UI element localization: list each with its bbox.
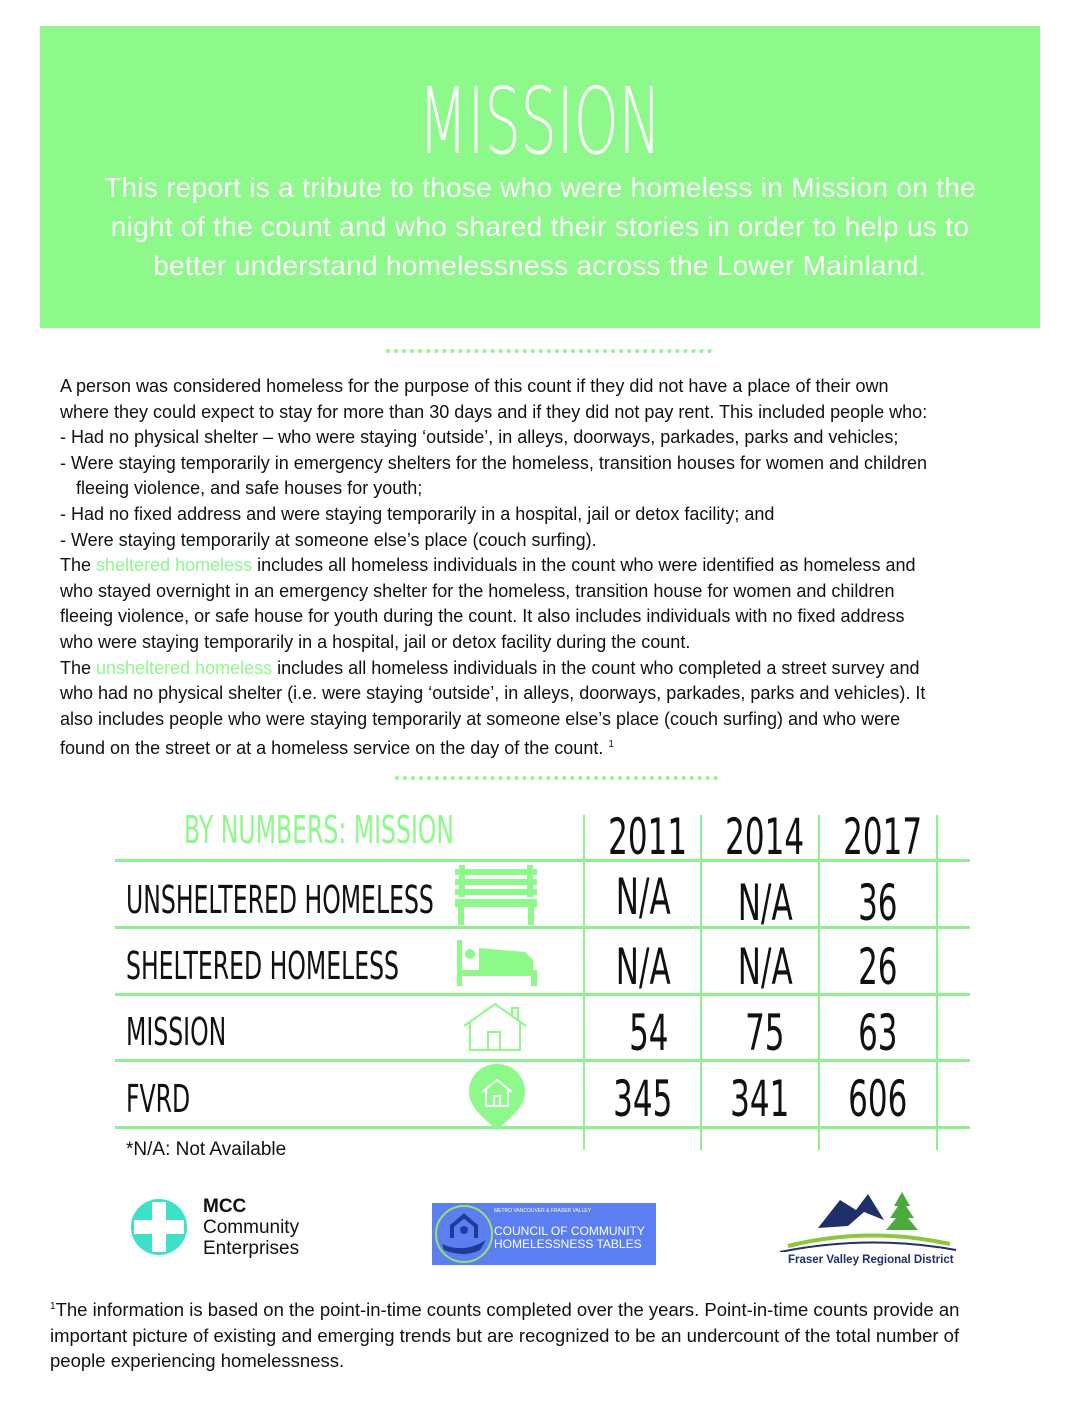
table-row-label: SHELTERED HOMELESS: [126, 944, 400, 988]
table-cell: 26: [858, 938, 898, 996]
council-hands-icon: [435, 1205, 493, 1263]
sheltered-term: sheltered homeless: [96, 555, 253, 576]
table-cell: N/A: [737, 938, 793, 996]
table-title: BY NUMBERS: MISSION: [184, 808, 455, 852]
table-cell: N/A: [615, 868, 671, 926]
fvrd-logo: Fraser Valley Regional District: [778, 1190, 958, 1270]
council-logo: METRO VANCOUVER & FRASER VALLEY COUNCIL …: [432, 1203, 656, 1265]
sheltered-definition: The sheltered homeless includes all home…: [60, 555, 916, 576]
table-row-label: FVRD: [126, 1077, 191, 1121]
table-row-label: MISSION: [126, 1010, 227, 1054]
bench-icon: [455, 865, 537, 925]
year-header: 2014: [725, 808, 805, 866]
dotted-divider: [386, 349, 712, 353]
table-cell: 63: [858, 1004, 898, 1062]
table-cell: 75: [745, 1004, 785, 1062]
year-header: 2011: [608, 808, 688, 866]
table-cell: 341: [730, 1070, 790, 1128]
house-pin-icon: [469, 1064, 525, 1130]
unsheltered-term: unsheltered homeless: [96, 657, 273, 678]
dotted-divider: [395, 776, 718, 780]
table-cell: 606: [848, 1070, 908, 1128]
fvrd-mountain-icon: [779, 1192, 957, 1252]
mcc-cross-icon: [131, 1199, 187, 1255]
mcc-logo: MCC Community Enterprises: [130, 1196, 320, 1260]
table-cell: 54: [629, 1004, 669, 1062]
table-cell: N/A: [615, 938, 671, 996]
table-cell: 36: [858, 874, 898, 932]
house-icon: [463, 1002, 527, 1051]
table-row-label: UNSHELTERED HOMELESS: [126, 878, 434, 922]
unsheltered-definition: The unsheltered homeless includes all ho…: [60, 657, 920, 678]
header-banner: MISSION This report is a tribute to thos…: [40, 26, 1040, 328]
table-cell: N/A: [737, 874, 793, 932]
footnote: 1The information is based on the point-i…: [50, 1299, 960, 1372]
page-title: MISSION: [418, 68, 662, 175]
table-cell: 345: [613, 1070, 673, 1128]
year-header: 2017: [843, 808, 923, 866]
header-subtitle: This report is a tribute to those who we…: [104, 172, 976, 281]
bed-icon: [457, 940, 537, 986]
definition-text: A person was considered homeless for the…: [60, 374, 1050, 762]
table-note: *N/A: Not Available: [126, 1139, 287, 1160]
